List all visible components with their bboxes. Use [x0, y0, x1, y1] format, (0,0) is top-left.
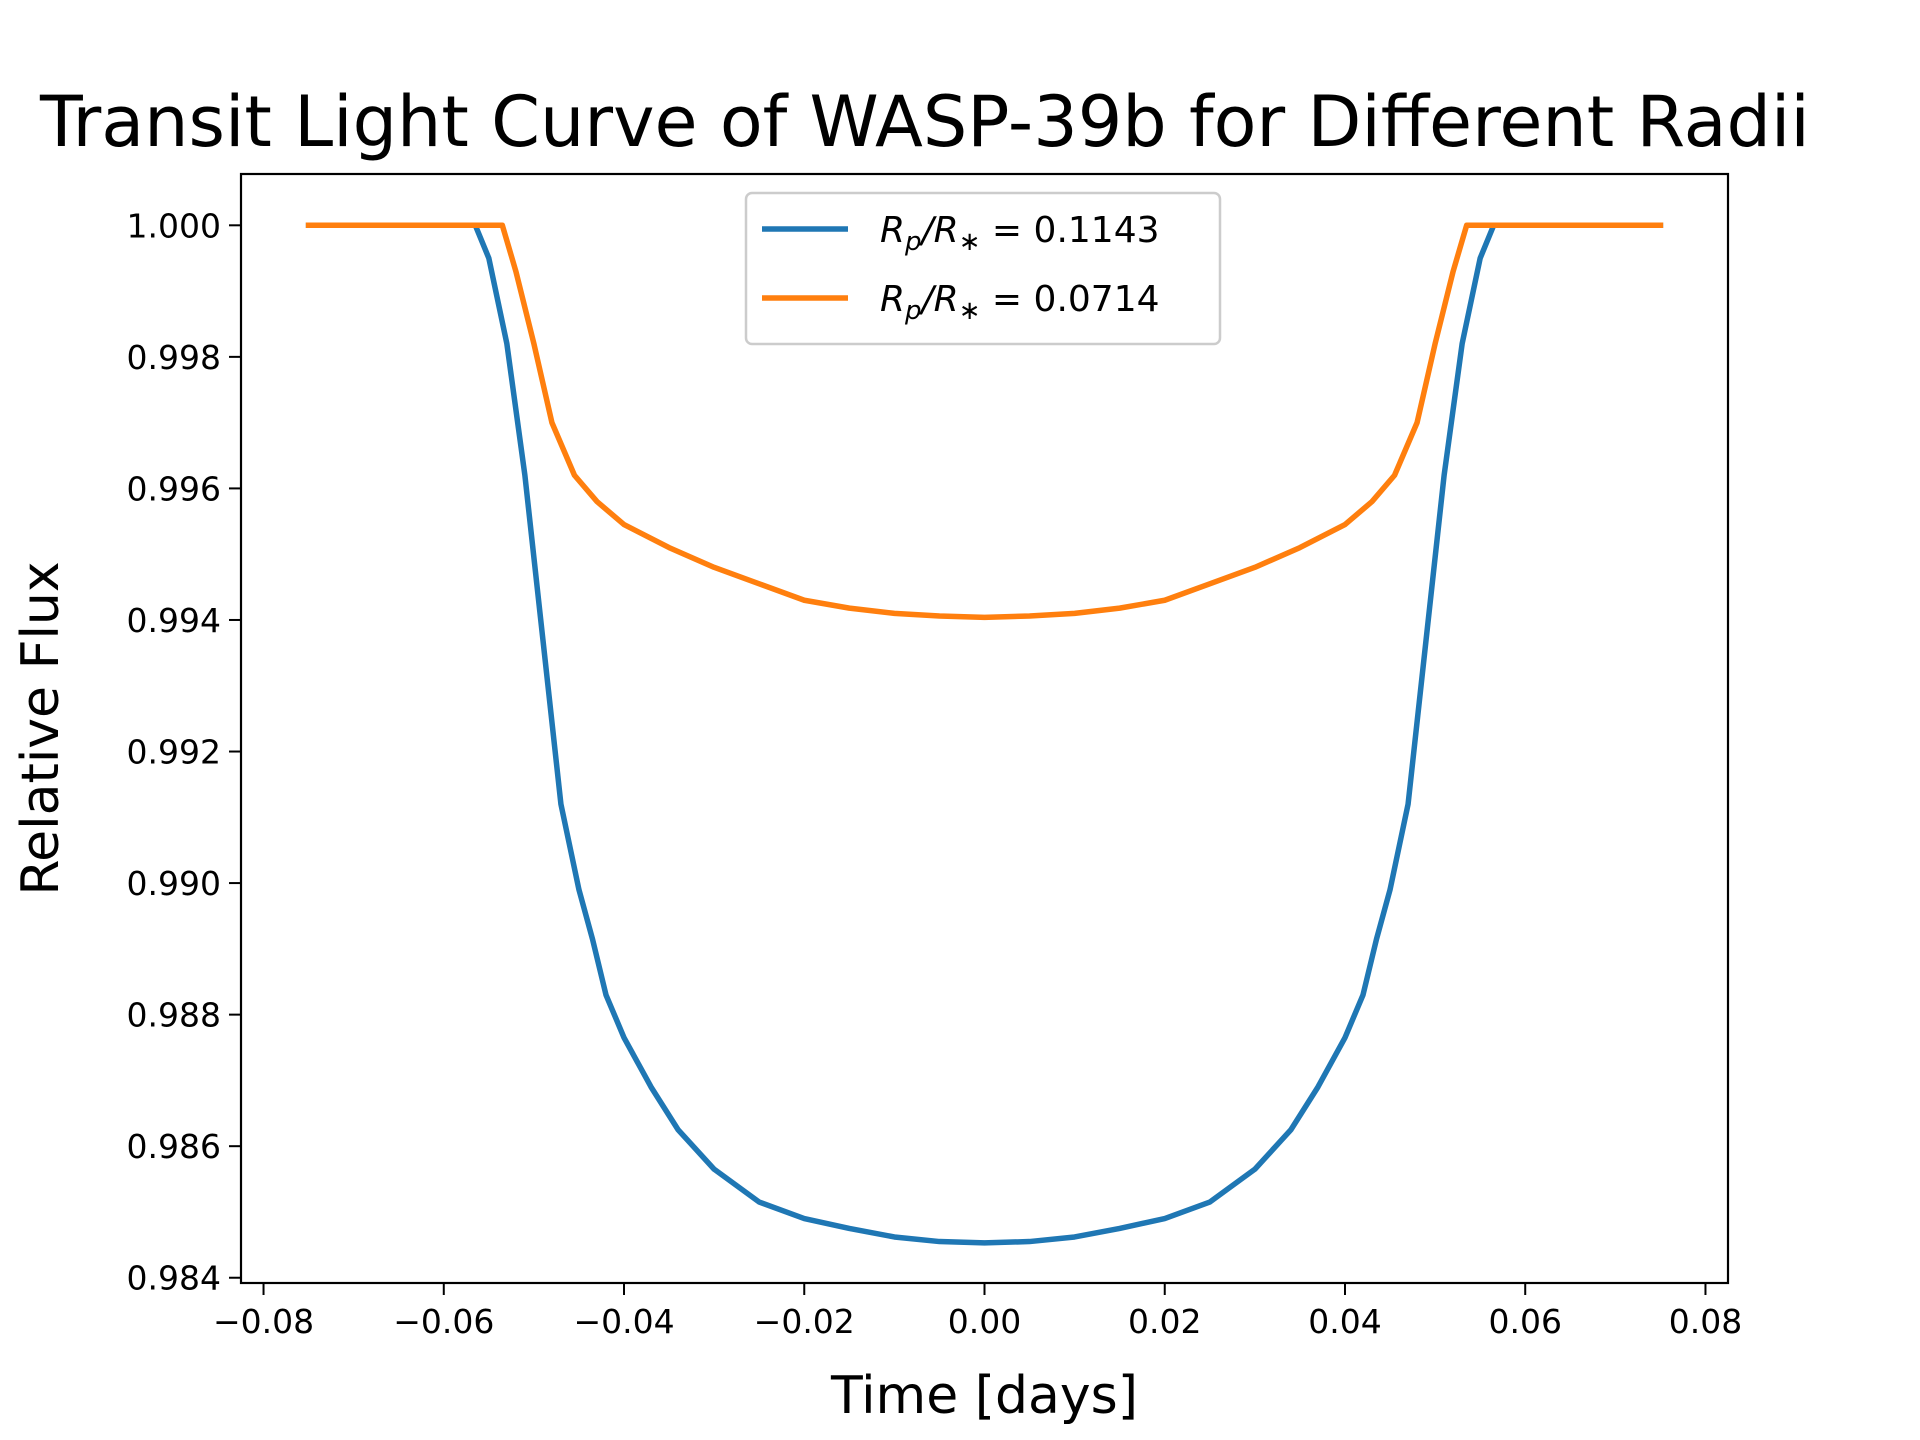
- y-tick-label: 0.990: [127, 864, 221, 903]
- x-tick-label: 0.06: [1488, 1302, 1561, 1341]
- y-axis: 0.984 0.986 0.988 0.990 0.992 0.994 0.996 0.998…: [127, 206, 241, 1298]
- y-tick-label: 0.998: [127, 338, 221, 377]
- legend-box: [744, 191, 1222, 346]
- x-tick-label: 0.04: [1308, 1302, 1381, 1341]
- y-tick-label: 0.984: [127, 1259, 221, 1298]
- x-tick-label: −0.08: [213, 1302, 314, 1341]
- x-tick-label: 0.02: [1128, 1302, 1201, 1341]
- x-axis: −0.08 −0.06 −0.04 −0.02 0.00 0.02 0.04 0.06 0.08: [213, 1283, 1742, 1341]
- chart-title: Transit Light Curve of WASP-39b for Diff…: [39, 81, 1810, 163]
- legend-label: Rp/R∗ = 0.1143: [880, 210, 1160, 257]
- x-tick-label: −0.04: [573, 1302, 674, 1341]
- legend: Rp/R∗ = 0.1143 Rp/R∗ = 0.0714: [744, 191, 1222, 346]
- y-tick-label: 0.986: [127, 1127, 221, 1166]
- x-tick-label: −0.06: [393, 1302, 494, 1341]
- y-axis-label: Relative Flux: [11, 561, 71, 895]
- y-tick-label: 0.992: [127, 733, 221, 772]
- series-line-2: [305, 222, 1664, 621]
- y-tick-label: 0.996: [127, 469, 221, 508]
- x-tick-label: −0.02: [754, 1302, 855, 1341]
- x-tick-label: 0.08: [1669, 1302, 1742, 1341]
- y-tick-label: 0.988: [127, 996, 221, 1035]
- x-axis-label: Time [days]: [830, 1366, 1138, 1426]
- y-tick-label: 1.000: [127, 206, 221, 245]
- series-group: [305, 222, 1664, 1246]
- legend-label: Rp/R∗ = 0.0714: [880, 279, 1160, 326]
- x-tick-label: 0.00: [948, 1302, 1021, 1341]
- y-tick-label: 0.994: [127, 601, 221, 640]
- plot-frame: [239, 172, 1730, 1285]
- series-line-1: [305, 222, 1664, 1246]
